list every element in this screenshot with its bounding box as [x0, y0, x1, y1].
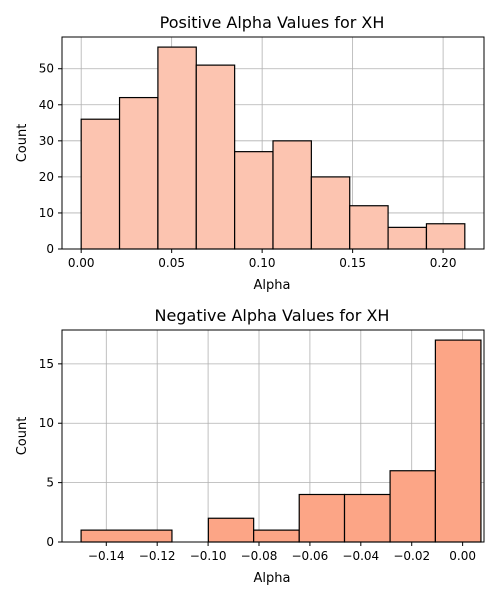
- x-tick-label: 0.20: [430, 256, 457, 270]
- histogram-bar: [425, 223, 466, 250]
- y-axis-label: Count: [15, 417, 30, 456]
- x-tick-label: −0.10: [190, 549, 227, 563]
- x-tick-label: 0.15: [339, 256, 366, 270]
- y-axis-label: Count: [15, 124, 30, 163]
- y-tick-label: 50: [39, 62, 54, 76]
- x-tick-label: −0.08: [241, 549, 278, 563]
- y-tick-label: 20: [39, 170, 54, 184]
- histogram-bar: [272, 140, 312, 250]
- chart-title: Positive Alpha Values for XH: [160, 13, 385, 32]
- plot-frame: [61, 329, 485, 543]
- histogram-bar: [195, 64, 236, 250]
- chart-title: Negative Alpha Values for XH: [155, 306, 390, 325]
- histogram-bar: [80, 118, 121, 250]
- y-tick-label: 10: [39, 206, 54, 220]
- x-tick-label: 0.00: [449, 549, 476, 563]
- x-axis-label: Alpha: [254, 571, 291, 586]
- y-tick-label: 5: [46, 476, 54, 490]
- positive-alpha-chart: Positive Alpha Values for XH Alpha Count…: [15, 13, 485, 293]
- y-tick-label: 30: [39, 134, 54, 148]
- y-tick-label: 15: [39, 357, 54, 371]
- x-axis-label: Alpha: [254, 278, 291, 293]
- histogram-bar: [349, 205, 389, 250]
- histogram-bar: [118, 96, 159, 250]
- x-ticks: 0.00 0.05 0.10 0.15 0.20: [68, 249, 457, 270]
- x-tick-label: −0.06: [292, 549, 329, 563]
- plot-frame: [61, 36, 485, 250]
- x-tick-label: 0.10: [249, 256, 276, 270]
- bars: [80, 46, 466, 250]
- x-tick-label: 0.05: [158, 256, 185, 270]
- histogram-bar: [310, 176, 351, 250]
- y-tick-label: 10: [39, 416, 54, 430]
- bars: [80, 339, 482, 543]
- y-tick-label: 40: [39, 98, 54, 112]
- x-ticks: −0.14 −0.12 −0.10 −0.08 −0.06 −0.04 −0.02 0.00: [88, 542, 476, 563]
- x-tick-label: −0.14: [88, 549, 125, 563]
- y-ticks: 0 5 10 15: [39, 357, 62, 549]
- histogram-bar: [434, 339, 482, 543]
- histogram-bar: [157, 46, 197, 250]
- x-tick-label: −0.12: [139, 549, 176, 563]
- histogram-bar: [253, 529, 300, 543]
- y-tick-label: 0: [46, 535, 54, 549]
- y-tick-label: 0: [46, 242, 54, 256]
- histogram-bar: [207, 517, 255, 543]
- histogram-bar: [234, 151, 274, 250]
- x-tick-label: −0.02: [393, 549, 430, 563]
- x-tick-label: −0.04: [342, 549, 379, 563]
- y-ticks: 0 10 20 30 40 50: [39, 62, 62, 256]
- negative-alpha-chart: Negative Alpha Values for XH Alpha Count…: [15, 306, 485, 586]
- histogram-bar: [387, 226, 428, 250]
- histogram-bar: [80, 529, 173, 543]
- histogram-bar: [343, 493, 391, 543]
- x-tick-label: 0.00: [68, 256, 95, 270]
- histogram-bar: [298, 493, 346, 543]
- histogram-bar: [389, 470, 436, 543]
